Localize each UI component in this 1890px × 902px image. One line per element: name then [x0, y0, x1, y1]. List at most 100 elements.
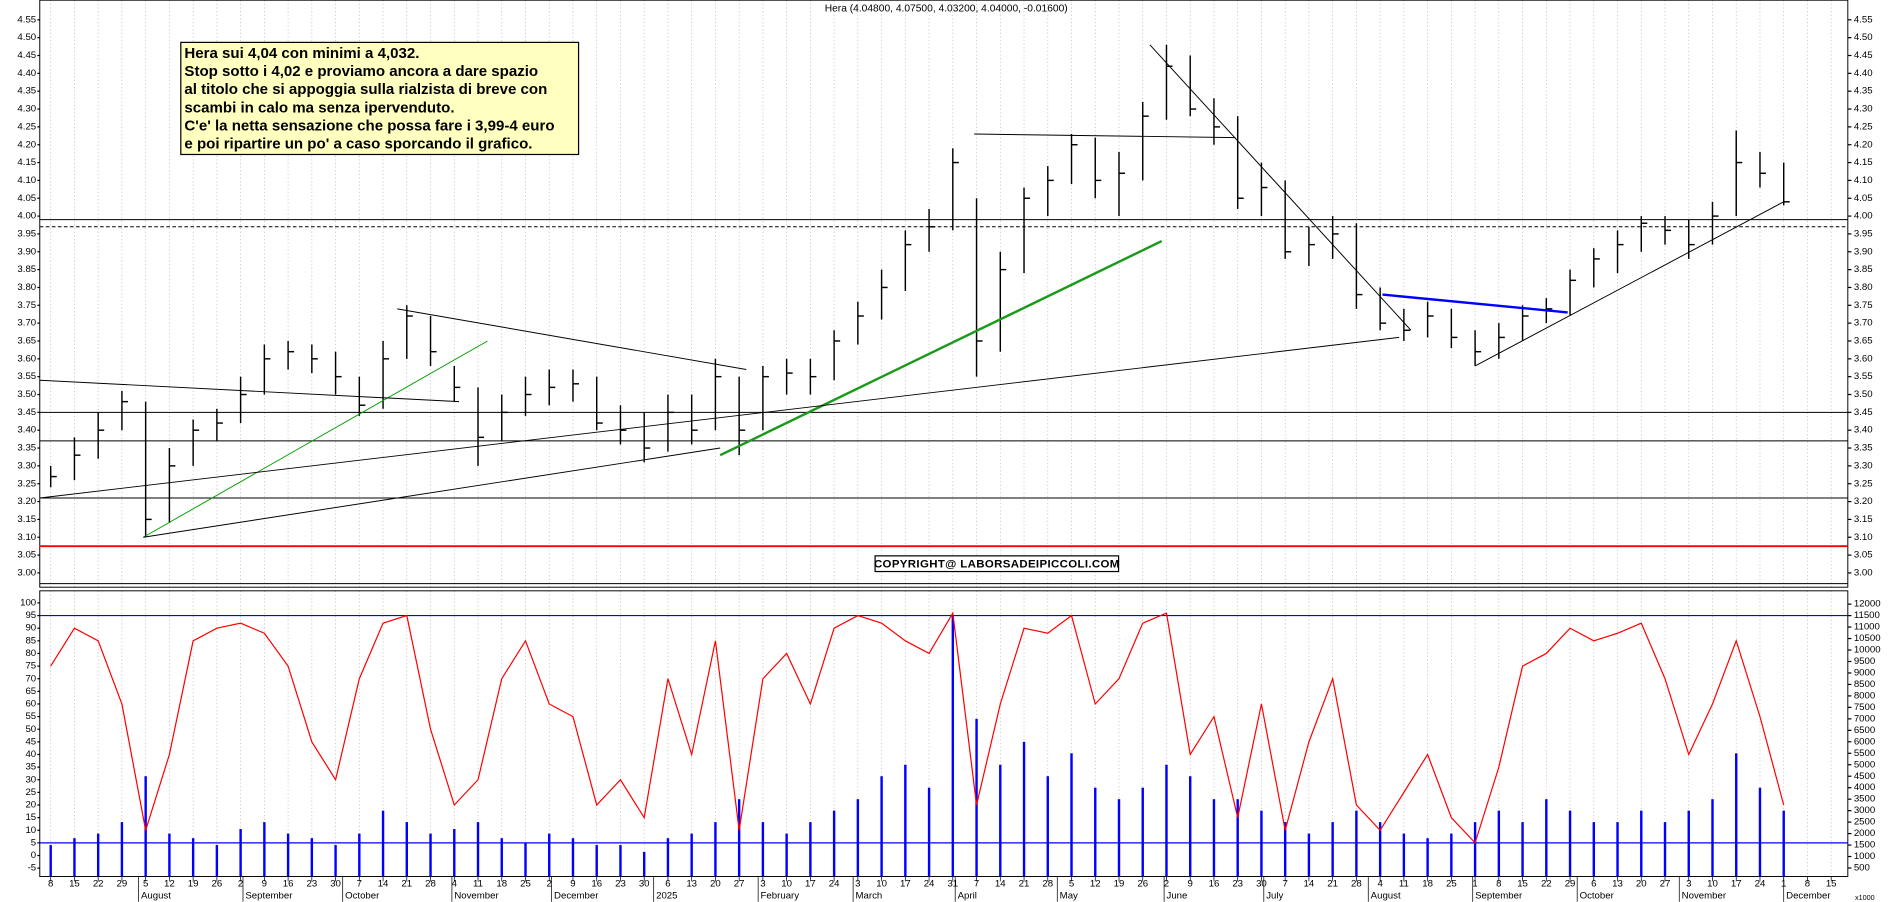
y-tick-label: 3.65: [17, 336, 36, 347]
y-tick-label-right: 4.25: [1854, 121, 1873, 132]
x-tick-label: 14: [378, 878, 389, 889]
month-label: May: [1060, 890, 1078, 901]
volume-bar: [904, 764, 907, 877]
y-tick-label: 30: [25, 774, 36, 785]
volume-bar: [1260, 810, 1263, 877]
y-tick-label: 55: [25, 711, 36, 722]
y-tick-label: 4.25: [17, 121, 36, 132]
y2-tick-label: 11500: [1854, 610, 1880, 621]
volume-bar: [191, 838, 195, 877]
x-tick-label: 26: [1137, 878, 1148, 889]
volume-bar: [642, 851, 646, 877]
chart-title: Hera (4.04800, 4.07500, 4.03200, 4.04000…: [825, 3, 1068, 14]
y-tick-label-right: 4.15: [1854, 157, 1873, 168]
y-tick-label-right: 3.00: [1854, 567, 1873, 578]
volume-bar: [690, 833, 693, 877]
y-tick-label: 3.80: [17, 282, 36, 293]
x-tick-label: 26: [212, 878, 223, 889]
x-tick-label: 2: [238, 878, 243, 889]
y-tick-label: 3.75: [17, 300, 36, 311]
volume-bar: [1189, 776, 1192, 877]
x-tick-label: 8: [1496, 878, 1501, 889]
month-label: August: [141, 890, 171, 901]
x-tick-label: 23: [615, 878, 626, 889]
volume-bar: [1545, 799, 1548, 877]
x-tick-label: 29: [117, 878, 128, 889]
month-label: February: [761, 890, 800, 901]
y-tick-label: 35: [25, 762, 36, 773]
y-tick-label: 3.95: [17, 228, 36, 239]
y2-tick-label: 1000: [1854, 851, 1875, 862]
month-label: September: [245, 890, 293, 901]
volume-bar: [1473, 822, 1477, 877]
note-line: C'e' la netta sensazione che possa fare …: [184, 117, 554, 134]
y-tick-label-right: 3.90: [1854, 246, 1873, 257]
y-tick-label-right: 3.20: [1854, 496, 1873, 507]
x-tick-label: 6: [1591, 878, 1596, 889]
x-tick-label: 29: [1565, 878, 1576, 889]
y2-tick-label: 4500: [1854, 771, 1875, 782]
y-tick-label: 25: [25, 787, 36, 798]
y-tick-label: 4.15: [17, 157, 36, 168]
y-tick-label-right: 3.45: [1854, 407, 1873, 418]
volume-bar: [1046, 776, 1049, 877]
y-tick-label: 5: [31, 837, 36, 848]
volume-bar: [1758, 787, 1762, 877]
volume-bar: [548, 833, 551, 877]
y-tick-label: 3.45: [17, 407, 36, 418]
y-tick-label: 3.20: [17, 496, 36, 507]
volume-bar: [144, 776, 147, 877]
volume-bar: [358, 833, 361, 877]
note-box: Hera sui 4,04 con minimi a 4,032.Stop so…: [180, 41, 580, 156]
volume-bar: [880, 776, 883, 877]
x-tick-label: 16: [1209, 878, 1220, 889]
x-tick-label: 25: [520, 878, 531, 889]
x-tick-label: 5: [1069, 878, 1074, 889]
y-tick-label: 3.35: [17, 443, 36, 454]
note-line: Stop sotto i 4,02 e proviamo ancora a da…: [184, 63, 538, 80]
trendline: [143, 340, 488, 538]
y-tick-label: 3.90: [17, 246, 36, 257]
trendline: [1382, 293, 1568, 314]
x-tick-label: 21: [1019, 878, 1030, 889]
volume-bar: [476, 822, 480, 877]
trendline: [974, 133, 1236, 139]
x-tick-label: 14: [995, 878, 1006, 889]
x-tick-label: 23: [1232, 878, 1243, 889]
y-tick-label-right: 4.55: [1854, 14, 1873, 25]
volume-bar: [286, 833, 290, 877]
y-tick-label-right: 4.35: [1854, 86, 1873, 97]
volume-bar: [1450, 833, 1453, 877]
y2-tick-label: 2000: [1854, 828, 1875, 839]
volume-bar: [1426, 838, 1429, 877]
x-tick-label: 1: [1472, 878, 1477, 889]
volume-bar: [856, 799, 860, 877]
y-tick-label: 95: [25, 610, 36, 621]
volume-bar: [1355, 810, 1358, 877]
x-tick-label: 7: [974, 878, 979, 889]
volume-bar: [334, 845, 337, 877]
x-tick-label: 28: [425, 878, 436, 889]
y-tick-label-right: 3.50: [1854, 389, 1873, 400]
y-tick-label: 4.55: [17, 14, 36, 25]
month-label: December: [1786, 890, 1831, 901]
y-tick-label: 40: [25, 749, 36, 760]
y-tick-label: 3.05: [17, 550, 36, 561]
volume-bar: [832, 810, 836, 877]
trendline: [39, 336, 1400, 499]
y-tick-label: -5: [28, 863, 37, 874]
x-tick-label: 22: [1541, 878, 1552, 889]
x-tick-label: 9: [570, 878, 575, 889]
y2-tick-label: 5500: [1854, 748, 1875, 759]
volume-bar: [1521, 822, 1524, 877]
volume-bar: [1711, 799, 1714, 877]
month-label: November: [454, 890, 499, 901]
y-tick-label-right: 3.40: [1854, 425, 1873, 436]
y-tick-label-right: 3.30: [1854, 460, 1873, 471]
volume-bar: [1663, 822, 1667, 877]
volume-bar: [714, 822, 717, 877]
volume-bar: [951, 615, 955, 877]
y-tick-label: 3.40: [17, 425, 36, 436]
month-label: April: [958, 890, 977, 901]
y2-tick-label: 8500: [1854, 679, 1875, 690]
